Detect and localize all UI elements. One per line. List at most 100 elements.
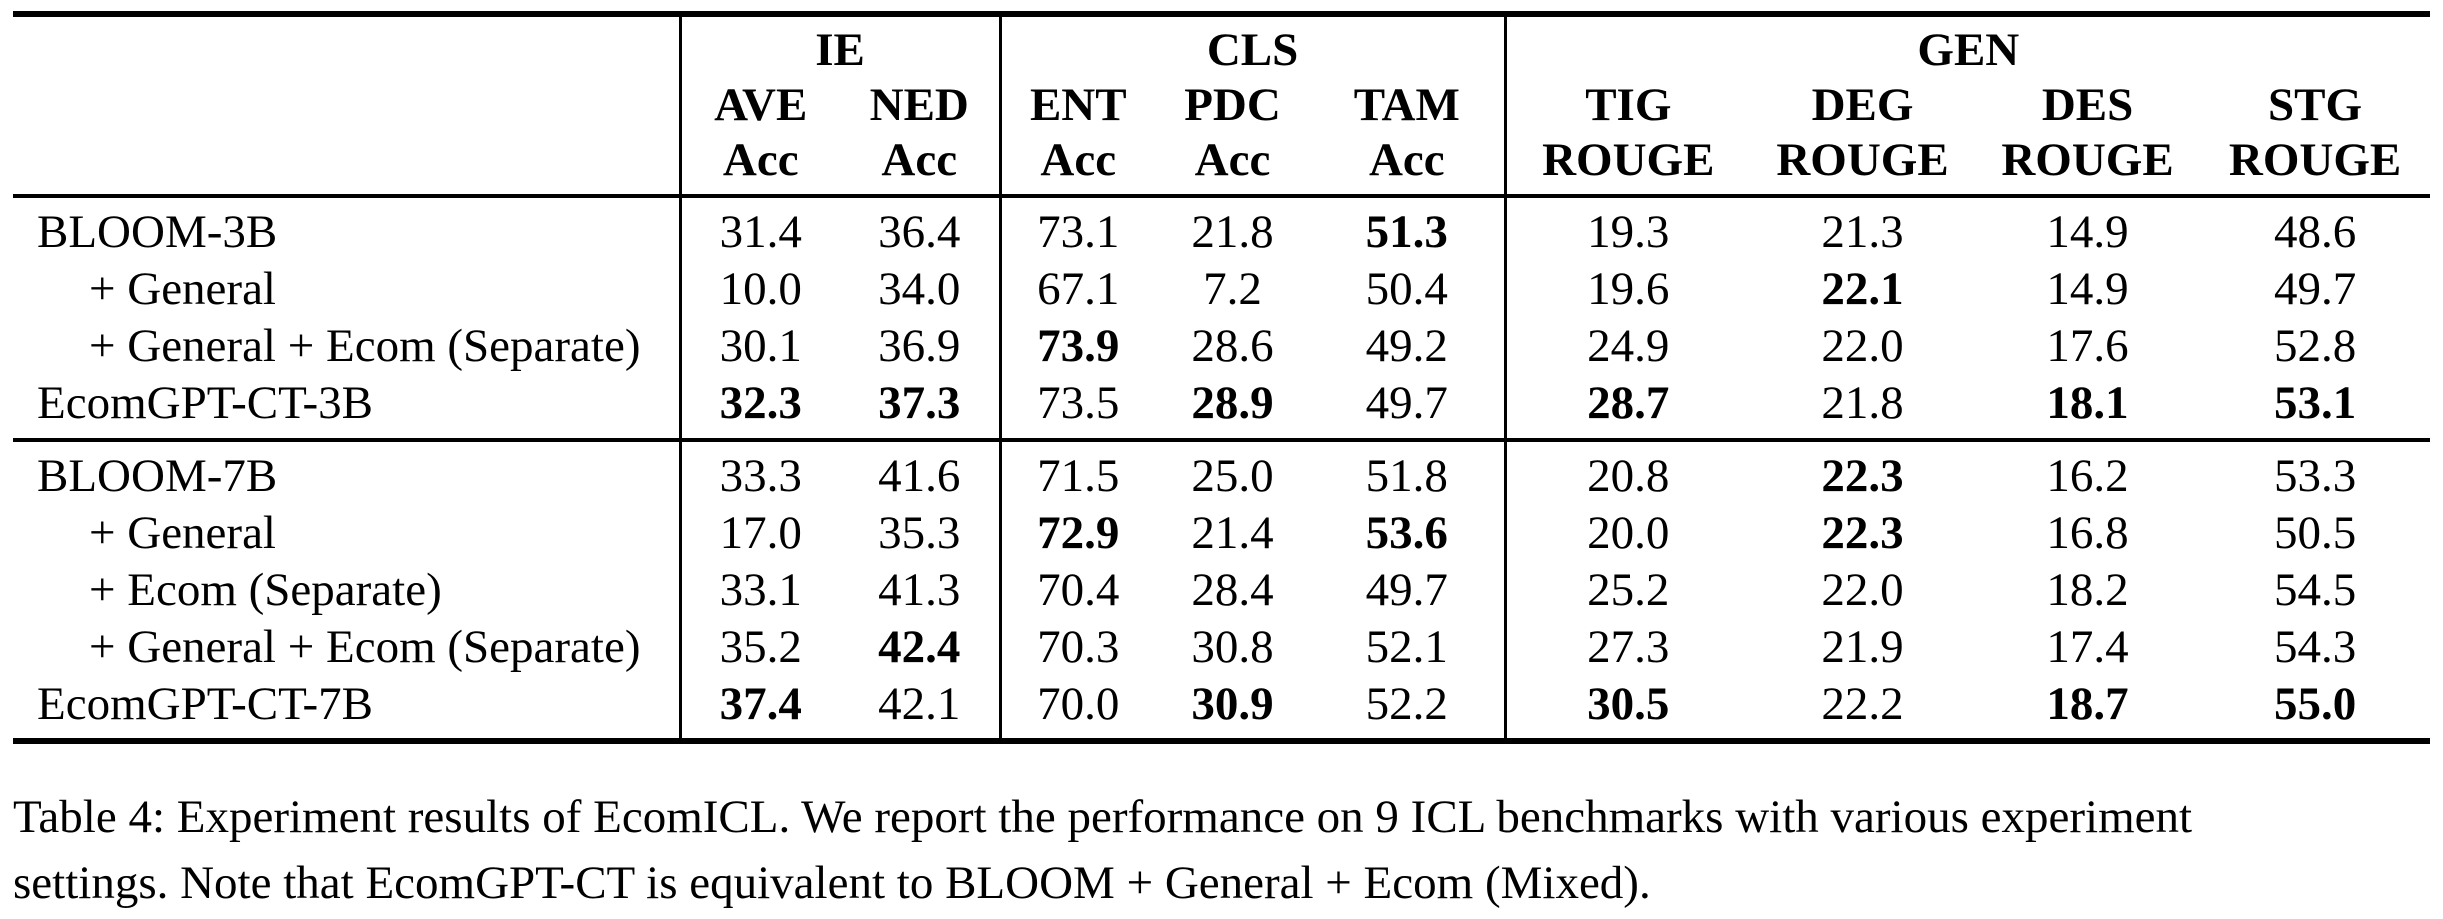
- row-label: + General + Ecom (Separate): [89, 621, 641, 673]
- caption-line: Table 4: Experiment results of EcomICL. …: [13, 791, 2193, 843]
- metric-name-row: Acc Acc Acc Acc Acc ROUGE ROUGE ROUGE RO…: [13, 133, 2430, 196]
- metric-cell: 53.1: [2273, 377, 2357, 429]
- table-row: BLOOM-3B 31.4 36.4 73.1 21.8 51.3 19.3 2…: [13, 196, 2430, 261]
- metric-cell: 42.1: [878, 678, 961, 730]
- metric-cell: 28.4: [1191, 564, 1274, 616]
- column-header-tig: TIG: [1503, 78, 1751, 133]
- column-header-ave: AVE: [678, 78, 840, 133]
- metric-cell: 7.2: [1203, 263, 1262, 315]
- metric-cell: 52.2: [1365, 678, 1448, 730]
- metric-cell: 22.1: [1821, 263, 1904, 315]
- metric-cell: 41.6: [840, 438, 1001, 505]
- row-label: + General + Ecom (Separate): [89, 320, 641, 372]
- metric-cell: 17.0: [678, 505, 840, 562]
- metric-header: ROUGE: [2001, 134, 2174, 186]
- metric-cell: 24.9: [1503, 318, 1751, 375]
- metric-header: ROUGE: [2228, 134, 2402, 186]
- metric-cell: 10.0: [678, 261, 840, 318]
- metric-cell: 25.0: [1155, 438, 1311, 505]
- row-label: + Ecom (Separate): [89, 564, 442, 616]
- metric-cell: 22.0: [1821, 320, 1904, 372]
- metric-cell: 49.2: [1365, 320, 1448, 372]
- metric-cell: 52.8: [2273, 320, 2357, 372]
- metric-cell: 22.3: [1750, 438, 1976, 505]
- metric-cell: 25.2: [1503, 562, 1751, 619]
- metric-cell: 30.8: [1191, 621, 1274, 673]
- group-header-gen: GEN: [1503, 14, 2431, 78]
- metric-cell: 17.4: [2046, 621, 2129, 673]
- column-header-tam: TAM: [1353, 79, 1460, 131]
- metric-cell: 31.4: [678, 196, 840, 261]
- row-label: + General: [89, 507, 276, 559]
- metric-cell: 22.3: [1821, 507, 1904, 559]
- metric-cell: 67.1: [998, 261, 1156, 318]
- metric-cell: 49.7: [1365, 564, 1448, 616]
- table-row: BLOOM-7B 33.3 41.6 71.5 25.0 51.8 20.8 2…: [13, 438, 2431, 505]
- group-header-cls: CLS: [998, 14, 1506, 78]
- metric-cell: 16.8: [2046, 507, 2129, 559]
- metric-cell: 21.9: [1821, 621, 1904, 673]
- metric-cell: 18.2: [2046, 564, 2129, 616]
- table-row: EcomGPT-CT-3B 32.3 37.3 73.5 28.9 49.7 2…: [13, 375, 2430, 440]
- table-caption: Table 4: Experiment results of EcomICL. …: [13, 784, 2430, 916]
- block-7b: BLOOM-7B 33.3 41.6 71.5 25.0 51.8 20.8 2…: [13, 438, 2431, 741]
- table-row: EcomGPT-CT-7B 37.4 42.1 70.0 30.9 52.2 3…: [13, 676, 2430, 741]
- metric-cell: 49.7: [2273, 263, 2357, 315]
- metric-cell: 21.4: [1191, 507, 1274, 559]
- metric-cell: 53.6: [1365, 507, 1448, 559]
- metric-cell: 14.9: [2046, 263, 2129, 315]
- metric-cell: 27.3: [1503, 619, 1751, 676]
- metric-cell: 70.3: [998, 619, 1156, 676]
- metric-cell: 21.8: [1821, 377, 1904, 429]
- column-header-deg: DEG: [1811, 79, 1914, 131]
- metric-header: Acc: [1194, 134, 1271, 186]
- metric-cell: 41.3: [878, 564, 961, 616]
- metric-cell: 14.9: [2046, 206, 2129, 258]
- metric-cell: 16.2: [1975, 438, 2201, 505]
- group-header-ie: IE: [678, 14, 1001, 78]
- metric-cell: 30.1: [678, 318, 840, 375]
- column-header-ned: NED: [869, 79, 969, 131]
- column-header-ent: ENT: [998, 78, 1156, 133]
- metric-cell: 28.7: [1503, 375, 1751, 440]
- metric-cell: 22.2: [1821, 678, 1904, 730]
- row-label: BLOOM-3B: [37, 206, 278, 258]
- table-row: + General 10.0 34.0 67.1 7.2 50.4 19.6 2…: [13, 261, 2430, 318]
- table-row: + General + Ecom (Separate) 30.1 36.9 73…: [13, 318, 2430, 375]
- metric-cell: 54.3: [2273, 621, 2357, 673]
- metric-header: ROUGE: [1503, 133, 1751, 196]
- group-header-row: IE CLS GEN: [13, 14, 2431, 78]
- metric-header: Acc: [1368, 134, 1445, 186]
- metric-cell: 72.9: [998, 505, 1156, 562]
- column-header-des: DES: [2041, 79, 2134, 131]
- row-label: EcomGPT-CT-7B: [37, 678, 373, 730]
- metric-cell: 32.3: [678, 375, 840, 440]
- metric-cell: 28.6: [1191, 320, 1274, 372]
- metric-header: Acc: [998, 133, 1156, 196]
- column-name-row: AVE NED ENT PDC TAM TIG DEG DES STG: [13, 78, 2430, 133]
- empty-corner-cell: [13, 78, 680, 133]
- metric-cell: 35.3: [878, 507, 961, 559]
- metric-cell: 35.2: [678, 619, 840, 676]
- metric-cell: 34.0: [878, 263, 961, 315]
- metric-cell: 42.4: [878, 621, 961, 673]
- row-label: + General: [89, 263, 276, 315]
- metric-cell: 19.6: [1503, 261, 1751, 318]
- metric-cell: 20.0: [1503, 505, 1751, 562]
- metric-cell: 48.6: [2273, 206, 2357, 258]
- table-row: + Ecom (Separate) 33.1 41.3 70.4 28.4 49…: [13, 562, 2430, 619]
- metric-cell: 36.4: [878, 206, 961, 258]
- metric-cell: 20.8: [1503, 438, 1751, 505]
- metric-cell: 70.4: [998, 562, 1156, 619]
- block-3b: BLOOM-3B 31.4 36.4 73.1 21.8 51.3 19.3 2…: [13, 196, 2430, 440]
- metric-cell: 50.4: [1365, 263, 1448, 315]
- metric-cell: 52.1: [1365, 621, 1448, 673]
- metric-cell: 17.6: [2046, 320, 2129, 372]
- empty-corner-cell: [13, 133, 680, 196]
- metric-cell: 37.4: [678, 676, 840, 741]
- metric-cell: 51.3: [1365, 206, 1448, 258]
- metric-cell: 30.9: [1191, 678, 1274, 730]
- row-label: BLOOM-7B: [13, 438, 680, 505]
- metric-cell: 21.3: [1821, 206, 1904, 258]
- caption-line: settings. Note that EcomGPT-CT is equiva…: [13, 857, 1651, 909]
